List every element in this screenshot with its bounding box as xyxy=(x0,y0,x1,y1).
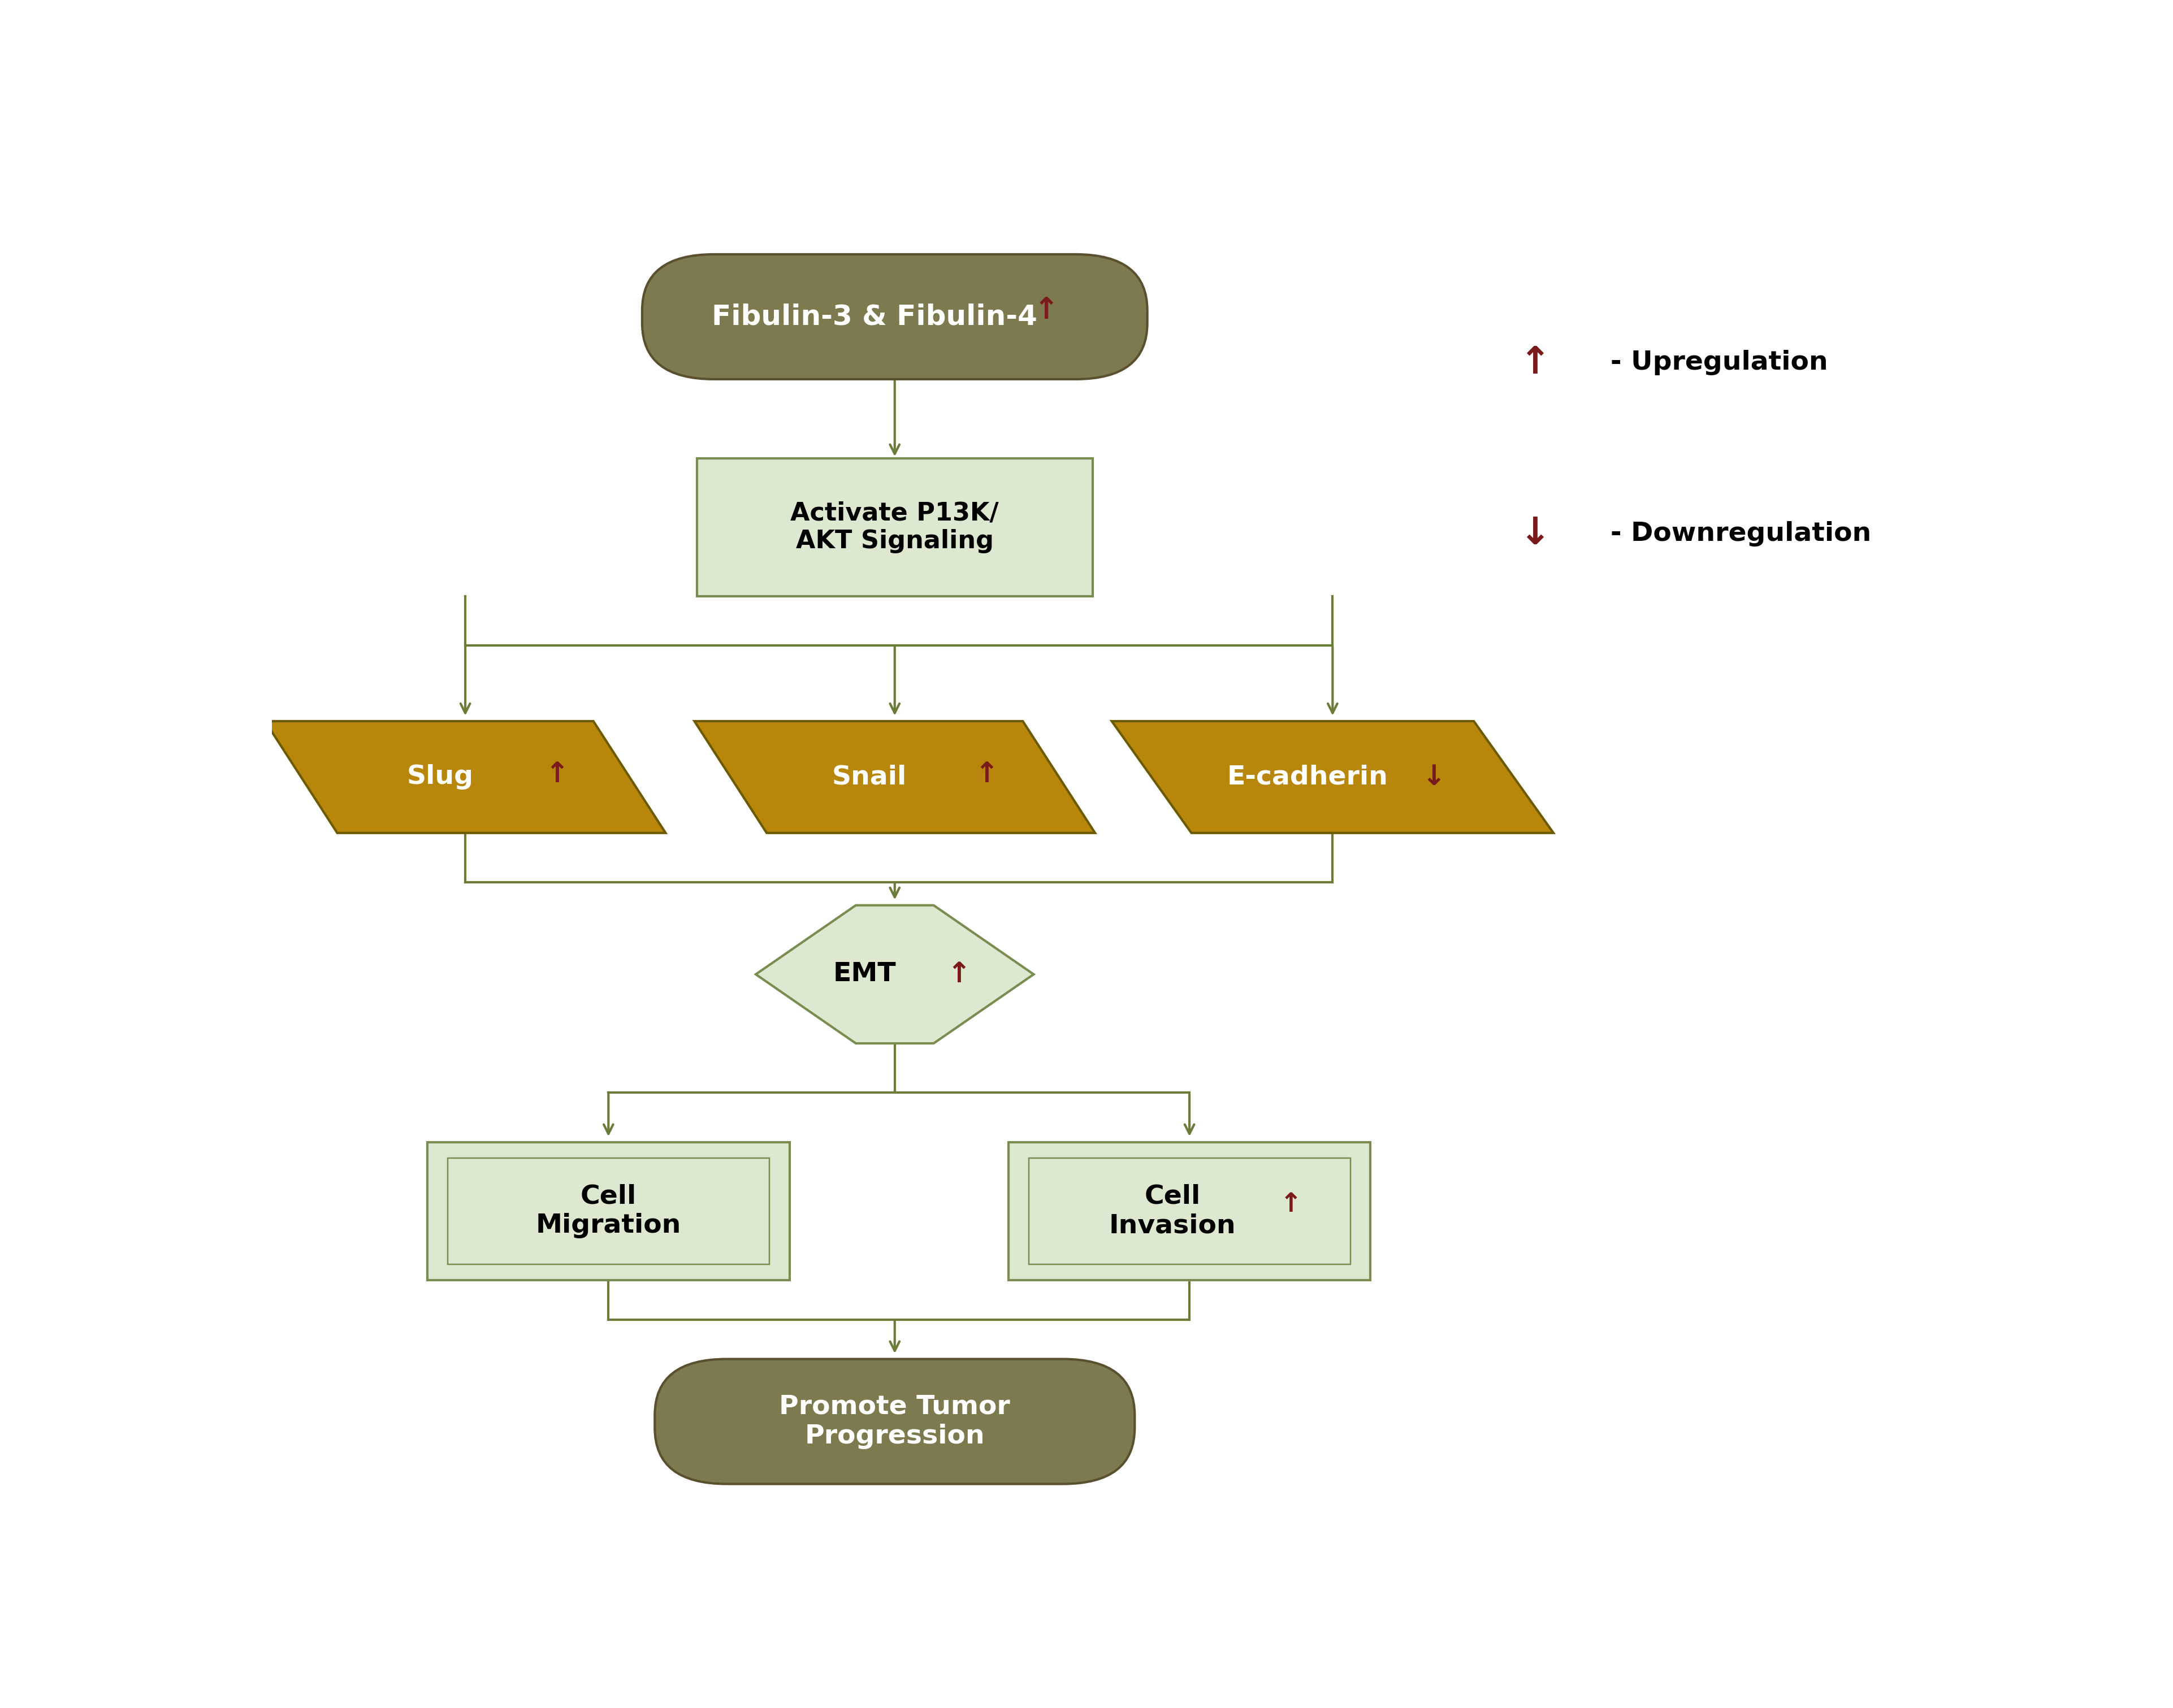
Polygon shape xyxy=(265,721,665,834)
Text: ↓: ↓ xyxy=(1421,763,1445,791)
Bar xyxy=(448,1158,769,1264)
Text: ↑: ↑ xyxy=(976,760,1000,787)
Bar xyxy=(698,458,1093,596)
Text: Cell
Invasion: Cell Invasion xyxy=(1108,1184,1236,1238)
Text: Slug: Slug xyxy=(406,765,474,789)
Text: ↑: ↑ xyxy=(545,760,569,787)
Text: EMT: EMT xyxy=(832,962,895,987)
Text: ↑: ↑ xyxy=(1519,343,1552,381)
Polygon shape xyxy=(695,721,1095,834)
FancyBboxPatch shape xyxy=(643,254,1147,379)
Polygon shape xyxy=(1113,721,1554,834)
Bar xyxy=(428,1143,789,1279)
Text: Snail: Snail xyxy=(832,765,906,789)
Text: Fibulin-3 & Fibulin-4: Fibulin-3 & Fibulin-4 xyxy=(713,304,1037,330)
Text: E-cadherin: E-cadherin xyxy=(1228,765,1389,789)
Text: Activate P13K/
AKT Signaling: Activate P13K/ AKT Signaling xyxy=(791,500,1000,553)
Bar xyxy=(1028,1158,1349,1264)
Text: - Upregulation: - Upregulation xyxy=(1610,350,1827,376)
Text: - Downregulation: - Downregulation xyxy=(1610,521,1871,547)
Text: Promote Tumor
Progression: Promote Tumor Progression xyxy=(780,1394,1010,1448)
Text: ↑: ↑ xyxy=(1034,295,1058,325)
Bar xyxy=(1008,1143,1371,1279)
Text: ↓: ↓ xyxy=(1519,516,1552,552)
Polygon shape xyxy=(756,905,1034,1044)
FancyBboxPatch shape xyxy=(654,1360,1134,1484)
Text: ↑: ↑ xyxy=(947,962,971,987)
Text: Cell
Migration: Cell Migration xyxy=(537,1184,680,1238)
Text: ↑: ↑ xyxy=(1280,1192,1302,1218)
